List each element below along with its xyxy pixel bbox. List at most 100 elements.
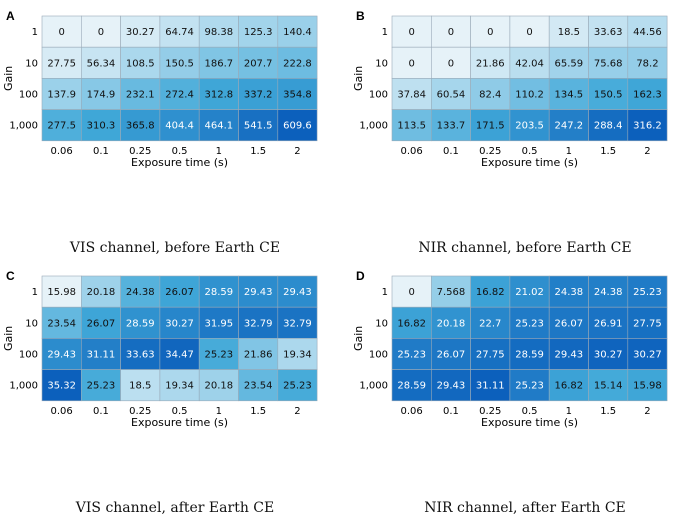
cell-value-label: 137.9: [47, 90, 76, 101]
y-tick-label: 1: [382, 27, 388, 38]
cell-value-label: 24.38: [126, 287, 155, 298]
cell-value-label: 75.68: [594, 58, 623, 69]
cell-value-label: 32.79: [283, 318, 312, 329]
cell-value-label: 133.7: [437, 121, 466, 132]
cell-value-label: 0: [98, 27, 104, 38]
cell-value-label: 16.82: [397, 318, 426, 329]
heatmap-cell: [120, 369, 161, 402]
cell-value-label: 0: [58, 27, 64, 38]
cell-value-label: 29.43: [244, 287, 273, 298]
heatmap-cell: [238, 78, 279, 110]
cell-value-label: 0: [408, 287, 414, 298]
x-tick-label: 0.1: [93, 406, 109, 417]
y-tick-label: 100: [19, 90, 38, 101]
heatmap-cell: [159, 109, 200, 142]
y-tick-label: 1,000: [359, 381, 388, 392]
y-tick-label: 1,000: [359, 121, 388, 132]
cell-value-label: 18.5: [558, 27, 580, 38]
cell-value-label: 19.34: [283, 350, 312, 361]
heatmap-cell: [588, 78, 629, 110]
cell-value-label: 134.5: [555, 90, 584, 101]
cell-value-label: 312.8: [205, 90, 234, 101]
cell-value-label: 162.3: [633, 90, 662, 101]
cell-value-label: 20.18: [205, 381, 234, 392]
heatmap-cell: [41, 46, 82, 79]
cell-value-label: 31.95: [205, 318, 234, 329]
cell-value-label: 20.18: [87, 287, 116, 298]
x-axis-label: Exposure time (s): [131, 416, 228, 429]
cell-value-label: 125.3: [244, 27, 273, 38]
heatmap-cell: [277, 275, 318, 308]
cell-value-label: 22.7: [479, 318, 501, 329]
cell-value-label: 354.8: [283, 90, 312, 101]
cell-value-label: 27.75: [476, 350, 505, 361]
heatmap-cell: [159, 275, 200, 308]
x-tick-label: 2: [294, 406, 300, 417]
heatmap-cell: [509, 15, 550, 48]
cell-value-label: 28.59: [126, 318, 155, 329]
cell-value-label: 42.04: [515, 58, 544, 69]
x-tick-label: 2: [644, 406, 650, 417]
heatmap-cell: [81, 15, 121, 48]
heatmap-cell: [588, 109, 629, 142]
cell-value-label: 28.59: [205, 287, 234, 298]
heatmap-cell: [470, 46, 511, 79]
heatmap-cell: [120, 275, 161, 308]
cell-value-label: 26.07: [555, 318, 584, 329]
heatmap-cell: [391, 15, 432, 48]
cell-value-label: 23.54: [47, 318, 76, 329]
cell-value-label: 31.11: [87, 350, 116, 361]
cell-value-label: 30.27: [594, 350, 623, 361]
cell-value-label: 24.38: [594, 287, 623, 298]
cell-value-label: 25.23: [515, 318, 544, 329]
x-tick-label: 1: [566, 146, 572, 157]
heatmap-svg: A0 0 30.27 64.74 98.38 125.3 140.427.75 56.34 10…: [2, 9, 318, 256]
heatmap-cell: [470, 338, 511, 370]
heatmap-cell: [277, 369, 318, 402]
cell-value-label: 25.23: [283, 381, 312, 392]
heatmap-cell: [238, 369, 279, 402]
heatmap-cell: [277, 78, 318, 110]
cell-value-label: 23.54: [244, 381, 273, 392]
cell-value-label: 15.98: [633, 381, 662, 392]
y-tick-label: 10: [25, 318, 38, 329]
cell-value-label: 0: [408, 27, 414, 38]
heatmap-cell: [431, 369, 471, 402]
heatmap-cell: [41, 15, 82, 48]
cell-value-label: 0: [408, 58, 414, 69]
cell-value-label: 82.4: [479, 90, 501, 101]
y-tick-label: 10: [375, 318, 388, 329]
cell-value-label: 25.23: [205, 350, 234, 361]
y-tick-label: 10: [375, 58, 388, 69]
heatmap-cell: [41, 369, 82, 402]
heatmap-panel-b: B 0 0 0 0 18.5 33.63 44.56 0 0 21.86 42.04 65.59 75.6…: [350, 0, 700, 260]
heatmap-cell: [238, 306, 279, 339]
cell-value-label: 65.59: [555, 58, 584, 69]
cell-value-label: 108.5: [126, 58, 155, 69]
heatmap-cell: [159, 78, 200, 110]
cell-value-label: 7.568: [437, 287, 466, 298]
heatmap-panel-c: C 15.98 20.18 24.38 26.07 28.59 29.43 29.43 23.5…: [0, 260, 350, 520]
heatmap-svg: B 0 0 0 0 18.5 33.63 44.56 0 0 21.86 42.04 65.59 75.6…: [352, 9, 668, 256]
heatmap-cell: [120, 306, 161, 339]
cell-value-label: 113.5: [397, 121, 426, 132]
heatmap-cell: [277, 46, 318, 79]
heatmap-cell: [588, 15, 629, 48]
x-tick-label: 0.1: [443, 406, 459, 417]
heatmap-cell: [627, 369, 668, 402]
cell-value-label: 110.2: [515, 90, 544, 101]
heatmap-cell: [198, 46, 239, 79]
cell-value-label: 28.59: [397, 381, 426, 392]
heatmap-cell: [277, 306, 318, 339]
cell-value-label: 24.38: [555, 287, 584, 298]
x-tick-label: 0.1: [443, 146, 459, 157]
cell-value-label: 20.18: [437, 318, 466, 329]
x-tick-label: 2: [644, 146, 650, 157]
cell-value-label: 26.07: [165, 287, 194, 298]
cell-value-label: 0: [526, 27, 532, 38]
y-tick-label: 1,000: [9, 121, 38, 132]
cell-value-label: 140.4: [283, 27, 312, 38]
heatmap-cell: [120, 15, 161, 48]
y-tick-label: 100: [369, 350, 388, 361]
